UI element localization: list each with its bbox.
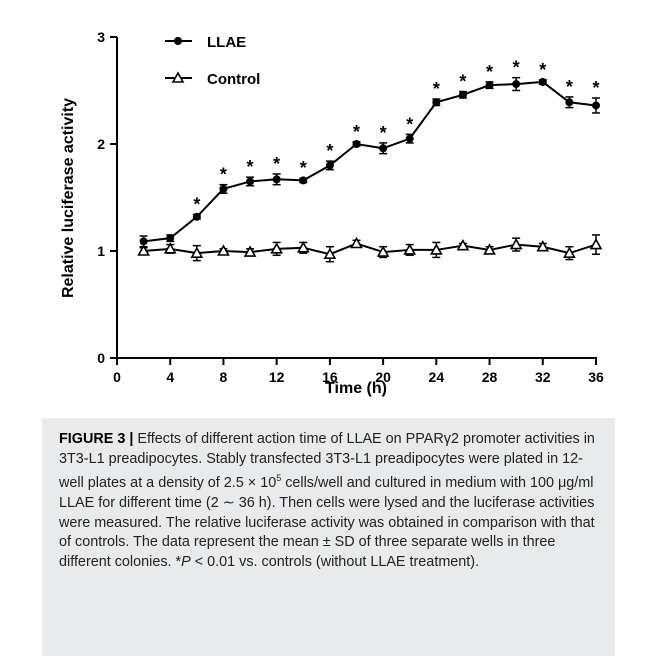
significance-star: * [273,154,280,174]
legend-label-control: Control [207,71,260,88]
significance-star: * [247,157,254,177]
point-llae [486,81,494,89]
point-llae [246,177,254,185]
caption-p-italic: P [181,554,191,570]
legend-marker-llae [174,37,182,45]
point-control [458,241,468,250]
point-llae [592,101,600,109]
y-tick-label: 0 [97,350,105,366]
significance-star: * [433,79,440,99]
point-control [591,240,601,249]
significance-star: * [513,58,520,78]
x-tick-label: 8 [220,369,228,385]
significance-star: * [459,72,466,92]
legend-label-llae: LLAE [207,34,246,51]
point-llae [379,144,387,152]
significance-star: * [406,114,413,134]
legend: LLAE Control [165,34,260,88]
y-tick-label: 1 [97,243,105,259]
x-tick-label: 0 [113,369,121,385]
significance-star: * [220,165,227,185]
x-tick-label: 32 [535,369,551,385]
point-llae [406,135,414,143]
point-llae [512,80,520,88]
point-llae [432,98,440,106]
significance-star: * [353,122,360,142]
point-llae [459,91,467,99]
series-layer: * * * * * * * * * * * * * * * * [139,58,601,262]
x-tick-label: 28 [482,369,498,385]
point-llae [219,185,227,193]
significance-star: * [486,62,493,82]
x-axis-label: Time (h) [325,380,387,397]
caption-label: FIGURE 3 | [59,431,133,447]
point-llae [273,175,281,183]
x-tick-label: 4 [166,369,174,385]
y-tick-label: 2 [97,136,105,152]
line-control [144,244,596,255]
legend-item-control: Control [165,71,260,88]
x-tick-label: 24 [429,369,445,385]
significance-star: * [539,60,546,80]
significance-star: * [326,141,333,161]
caption-text-3: < 0.01 vs. controls (without LLAE treatm… [191,554,479,570]
point-llae [326,161,334,169]
significance-star: * [380,123,387,143]
significance-star: * [300,158,307,178]
series-control [139,235,601,262]
figure-caption: FIGURE 3 | Effects of different action t… [42,418,615,656]
x-tick-label: 12 [269,369,285,385]
significance-star: * [193,195,200,215]
point-llae [166,234,174,242]
significance-star: * [592,78,599,98]
y-axis-label: Relative luciferase activity [60,98,77,298]
y-tick-label: 3 [97,29,105,45]
point-llae [140,237,148,245]
x-tick-label: 36 [588,369,604,385]
point-llae [565,98,573,106]
legend-item-llae: LLAE [165,34,246,51]
line-llae [144,82,596,241]
significance-star: * [566,77,573,97]
